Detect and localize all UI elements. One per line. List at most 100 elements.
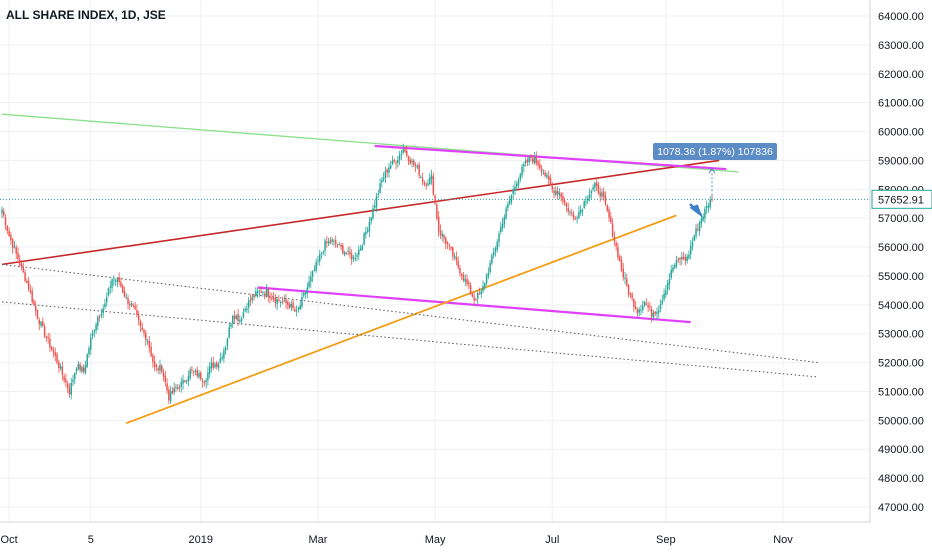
candle-body <box>429 177 431 184</box>
candle-body <box>377 193 380 195</box>
candle-body <box>361 245 364 250</box>
candle-body <box>242 312 245 318</box>
candle-body <box>185 380 188 382</box>
candle-body <box>292 302 294 308</box>
candle-body <box>549 178 552 185</box>
candle-body <box>705 205 708 209</box>
candle-body <box>409 159 411 164</box>
candle-body <box>205 379 207 383</box>
candle-body <box>212 362 214 368</box>
candle-body <box>496 241 498 250</box>
candle-body <box>544 172 546 177</box>
candle-body <box>13 246 16 248</box>
candle-body <box>658 310 660 313</box>
y-tick-label: 51000.00 <box>878 386 924 398</box>
candle-body <box>17 252 19 260</box>
candle-body <box>675 260 678 266</box>
candle-body <box>137 314 140 321</box>
candle-body <box>654 311 656 314</box>
candle-body <box>249 299 252 301</box>
candle-body <box>514 186 516 191</box>
x-tick-label: Jul <box>545 534 559 546</box>
x-tick-label: 5 <box>88 534 94 546</box>
candle-body <box>15 247 17 254</box>
candle-body <box>381 179 383 183</box>
candle-body <box>43 326 46 337</box>
candle-body <box>232 316 234 324</box>
candle-body <box>262 292 264 294</box>
candle-body <box>386 169 388 173</box>
candle-body <box>547 176 550 180</box>
candle-body <box>36 310 39 319</box>
candle-body <box>20 264 23 267</box>
candle-body <box>405 150 408 156</box>
last-price-label: 57652.91 <box>878 194 924 206</box>
candle-body <box>642 305 644 310</box>
candle-body <box>157 368 159 371</box>
candle-body <box>562 196 564 202</box>
candle-body <box>450 247 452 249</box>
candle-body <box>565 203 568 207</box>
candle-body <box>130 303 133 306</box>
candle-body <box>50 346 53 350</box>
candle-body <box>251 296 254 300</box>
candle-body <box>443 234 445 239</box>
candle-body <box>414 164 417 167</box>
candle-body <box>349 251 351 255</box>
candle-body <box>686 256 688 262</box>
candle-body <box>24 272 26 282</box>
candle-body <box>59 366 62 369</box>
candle-body <box>370 217 372 222</box>
candle-body <box>221 357 223 359</box>
candle-body <box>445 237 447 244</box>
candle-body <box>150 346 152 357</box>
candle-body <box>521 166 523 176</box>
candle-body <box>146 340 149 342</box>
candle-body <box>601 192 603 197</box>
candle-body <box>663 293 665 300</box>
candle-body <box>388 167 390 173</box>
candle-body <box>620 259 623 270</box>
candle-body <box>104 303 106 307</box>
candle-body <box>334 240 337 245</box>
y-tick-label: 47000.00 <box>878 502 924 514</box>
candle-body <box>276 299 278 305</box>
candle-body <box>464 279 467 282</box>
candle-body <box>134 305 136 310</box>
candle-body <box>340 244 342 247</box>
candle-body <box>290 303 293 308</box>
candle-body <box>634 306 637 309</box>
breakout-arrow-icon <box>689 203 703 218</box>
candle-body <box>246 308 248 310</box>
candle-body <box>374 205 376 208</box>
candle-body <box>125 297 127 299</box>
candle-body <box>308 281 310 288</box>
candle-body <box>652 313 655 318</box>
candle-body <box>395 162 397 164</box>
candle-body <box>343 252 346 255</box>
candle-body <box>271 297 273 299</box>
candle-body <box>420 177 422 179</box>
candle-body <box>432 176 435 195</box>
candle-body <box>207 372 209 380</box>
candle-body <box>533 157 536 164</box>
candle-body <box>287 301 289 305</box>
candle-body <box>58 362 60 368</box>
candle-body <box>661 300 664 304</box>
candle-body <box>418 164 420 176</box>
candle-body <box>510 195 513 202</box>
candle-body <box>617 246 619 258</box>
y-tick-label: 49000.00 <box>878 444 924 456</box>
candle-body <box>668 278 671 285</box>
candle-body <box>329 240 332 243</box>
candle-body <box>512 189 514 195</box>
y-tick-label: 52000.00 <box>878 358 924 370</box>
candle-body <box>203 382 206 384</box>
candle-body <box>539 164 541 169</box>
candle-body <box>702 216 704 221</box>
candle-body <box>413 160 415 166</box>
candle-body <box>627 284 630 294</box>
candle-body <box>446 242 449 244</box>
candle-body <box>462 275 465 281</box>
